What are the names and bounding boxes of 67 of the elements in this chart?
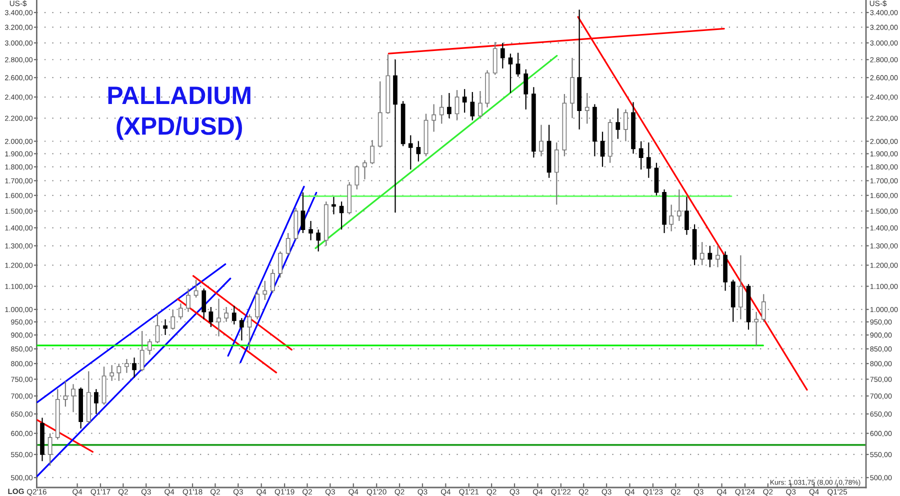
candlestick (669, 204, 674, 232)
candlestick (700, 242, 704, 266)
candlestick (224, 306, 228, 322)
candlestick (738, 254, 743, 320)
candlestick (300, 192, 306, 234)
candlestick (539, 124, 544, 157)
candlestick (232, 305, 236, 325)
candlestick (676, 188, 682, 222)
candlestick (408, 134, 413, 170)
candlestick (332, 196, 336, 215)
candlestick (316, 228, 321, 252)
candlestick (216, 298, 221, 337)
candlestick (208, 306, 214, 328)
candlestick (500, 42, 505, 69)
candlestick (155, 312, 160, 344)
candlestick (584, 92, 590, 124)
candlestick (270, 268, 275, 294)
candlestick (638, 140, 644, 170)
candlestick (178, 302, 183, 320)
candlestick (110, 364, 114, 382)
candlestick (132, 357, 136, 378)
candlestick (247, 314, 252, 351)
candlestick (94, 388, 98, 414)
candlestick (354, 164, 360, 190)
candlestick (416, 140, 421, 162)
candlestick (262, 280, 268, 300)
candlestick (646, 142, 651, 178)
candlestick (447, 92, 452, 119)
candlestick (278, 250, 282, 278)
candlestick (761, 294, 766, 322)
candlestick (124, 358, 129, 374)
candlestick (48, 432, 52, 466)
candlestick (147, 338, 152, 356)
candlestick (116, 363, 122, 382)
candlestick (432, 104, 436, 132)
candlestick (63, 380, 68, 408)
candlestick (339, 200, 344, 230)
candlestick (470, 91, 475, 121)
candlestick (454, 89, 460, 121)
text: (XPD/USD) (116, 116, 242, 140)
candlestick (624, 108, 628, 142)
candlestick (163, 318, 168, 336)
text: PALLADIUM (108, 86, 250, 104)
candlestick (370, 139, 374, 165)
candlestick (71, 384, 76, 413)
candlestick (554, 142, 559, 206)
candlestick (516, 52, 520, 78)
candlestick (362, 160, 367, 180)
candlestick (684, 196, 689, 236)
candlestick (140, 330, 144, 372)
candlestick (170, 308, 176, 330)
candlestick (524, 68, 528, 110)
candlestick (462, 88, 467, 114)
candlestick (600, 131, 605, 168)
candlestick (186, 288, 190, 312)
candlestick (202, 288, 206, 320)
candlestick (286, 232, 290, 256)
candlestick (754, 311, 759, 347)
candlestick (439, 94, 444, 124)
candlestick (478, 90, 482, 118)
candlestick (508, 53, 513, 94)
candlestick (240, 318, 244, 341)
candlestick (255, 288, 260, 320)
candlestick (616, 108, 620, 140)
candlestick (708, 245, 712, 268)
candlestick (716, 245, 720, 268)
candlestick (308, 220, 313, 241)
